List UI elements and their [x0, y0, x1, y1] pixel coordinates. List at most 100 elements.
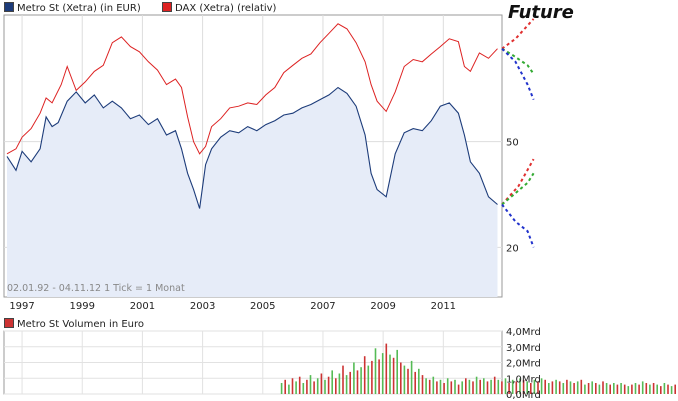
volume-bar — [457, 384, 460, 394]
future-lower-blue-line — [501, 203, 535, 248]
volume-bar — [468, 379, 471, 394]
volume-bar — [595, 383, 597, 394]
volume-bar — [605, 383, 608, 394]
volume-bar — [584, 384, 586, 394]
volume-bar — [591, 381, 593, 394]
volume-bar — [522, 379, 525, 394]
volume-bar — [335, 378, 337, 395]
volume-bar — [407, 368, 409, 394]
volume-bar — [566, 379, 568, 394]
volume-bar — [530, 383, 532, 394]
volume-bar — [623, 384, 626, 394]
volume-bar — [569, 381, 572, 394]
volume-bar — [551, 381, 554, 394]
volume-bar — [298, 376, 301, 394]
volume-bar — [284, 379, 286, 394]
vol-tick-label-4: 0,0Mrd — [506, 390, 541, 401]
volume-bar — [389, 354, 391, 394]
future-upper-blue-line — [501, 47, 535, 100]
volume-bar — [634, 383, 637, 394]
volume-bar — [631, 384, 633, 394]
volume-bar — [501, 381, 503, 394]
future-annotation: Future — [508, 2, 574, 23]
volume-bar — [338, 373, 341, 394]
vol-tick-label-2: 2,0Mrd — [506, 359, 541, 370]
volume-bar — [540, 378, 543, 395]
volume-bar — [576, 381, 579, 394]
metro-price-line — [6, 86, 498, 209]
volume-bar — [309, 375, 312, 394]
volume-bar — [602, 381, 604, 394]
volume-bar — [616, 384, 619, 394]
volume-bar — [443, 383, 445, 394]
volume-y-ticks: 4,0Mrd 3,0Mrd 2,0Mrd 1,0Mrd 0,0Mrd — [506, 327, 541, 401]
volume-bar — [656, 384, 658, 394]
volume-bar — [414, 371, 416, 394]
volume-bar — [295, 381, 297, 394]
y-axis-ticks: 50 20 — [506, 138, 519, 255]
volume-bar — [641, 381, 644, 394]
volume-bar — [580, 379, 583, 394]
volume-bar — [472, 381, 474, 394]
volume-bar — [660, 386, 662, 394]
volume-bar — [486, 381, 489, 394]
legend-volume: Metro St Volumen in Euro — [4, 318, 144, 330]
volume-bar — [533, 379, 536, 394]
volume-bar — [371, 360, 373, 394]
volume-bar — [562, 383, 565, 394]
volume-bar — [475, 376, 478, 394]
volume-bars — [280, 343, 676, 395]
vol-tick-label-1: 3,0Mrd — [506, 343, 541, 354]
volume-bar — [483, 378, 485, 395]
x-tick-label-2011: 2011 — [431, 301, 456, 312]
volume-bar — [367, 365, 370, 394]
volume-bar — [421, 375, 424, 394]
volume-bar — [349, 371, 351, 394]
volume-bar — [627, 386, 630, 394]
volume-bar — [526, 381, 528, 394]
volume-bar — [446, 378, 449, 395]
volume-bar — [587, 383, 590, 394]
volume-bar — [667, 384, 669, 394]
volume-grid — [4, 330, 502, 395]
volume-bar — [342, 365, 344, 394]
volume-bar — [504, 378, 507, 395]
vol-tick-label-0: 4,0Mrd — [506, 327, 541, 338]
volume-bar — [649, 384, 651, 394]
volume-bar — [508, 383, 510, 394]
x-axis-ticks: 1997 1999 2001 2003 2005 2007 2009 2011 — [9, 301, 456, 312]
volume-bar — [353, 362, 355, 394]
legend-swatch-dax — [162, 2, 172, 12]
legend-swatch-volume — [4, 318, 14, 328]
volume-bar — [645, 383, 648, 394]
x-tick-label-2005: 2005 — [250, 301, 275, 312]
volume-bar — [439, 379, 442, 394]
future-lower-green-line — [501, 172, 535, 206]
future-lower-red-line — [501, 158, 535, 206]
volume-bar — [320, 373, 323, 394]
volume-bar — [670, 386, 673, 394]
legend-swatch-metro — [4, 2, 14, 12]
volume-bar — [544, 379, 546, 394]
y-tick-label-50: 50 — [506, 138, 519, 149]
volume-bar — [331, 370, 333, 394]
date-range-caption: 02.01.92 - 04.11.12 1 Tick = 1 Monat — [7, 283, 185, 294]
volume-bar — [515, 381, 518, 394]
volume-title: Metro St Volumen in Euro — [17, 319, 145, 330]
volume-bar — [385, 343, 388, 394]
volume-bar — [461, 381, 463, 394]
volume-bar — [674, 384, 676, 394]
volume-bar — [392, 357, 395, 394]
volume-bar — [598, 384, 601, 394]
volume-bar — [493, 376, 496, 394]
volume-bar — [324, 379, 326, 394]
dax-line — [6, 23, 498, 155]
volume-bar — [511, 379, 514, 394]
volume-bar — [425, 378, 427, 395]
future-scenario-lines — [501, 18, 535, 248]
future-upper-red-line — [501, 18, 535, 50]
volume-bar — [436, 381, 438, 394]
legend-label-dax: DAX (Xetra) (relativ) — [175, 3, 277, 14]
